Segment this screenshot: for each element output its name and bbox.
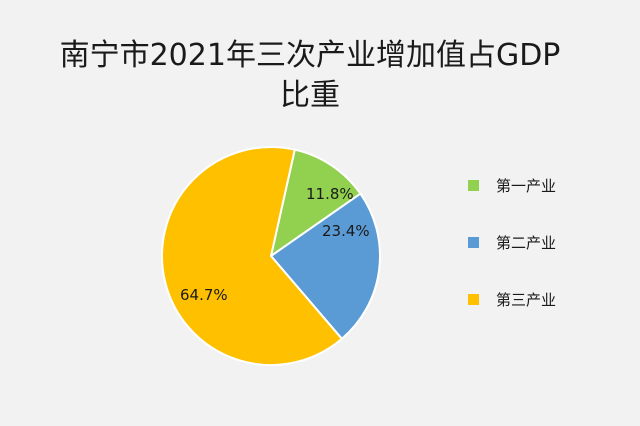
legend-swatch-green: [468, 180, 479, 191]
legend-label: 第二产业: [496, 234, 557, 252]
pie-slices: [161, 146, 381, 366]
legend-item-primary: 第一产业: [468, 175, 556, 196]
slice-label-secondary: 23.4%: [322, 222, 370, 240]
legend-item-secondary: 第二产业: [468, 232, 556, 253]
pie-slice-1: [269, 148, 362, 259]
legend-swatch-blue: [468, 237, 479, 248]
slice-label-tertiary: 64.7%: [180, 286, 228, 304]
legend-swatch-yellow: [468, 294, 479, 305]
chart-title-line1: 南宁市2021年三次产业增加值占GDP: [59, 38, 561, 73]
legend-label: 第一产业: [496, 177, 557, 195]
pie-slice-3: [161, 146, 344, 366]
slice-label-primary: 11.8%: [306, 185, 354, 203]
chart-title-line2: 比重: [280, 78, 340, 113]
legend-item-tertiary: 第三产业: [468, 289, 556, 310]
legend-label: 第三产业: [496, 291, 557, 309]
pie-slice-2: [269, 192, 381, 341]
